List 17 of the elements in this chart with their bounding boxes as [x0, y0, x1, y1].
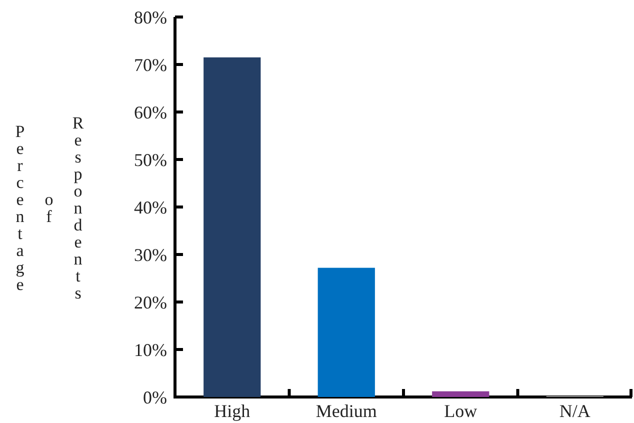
y-tick-label: 30%: [134, 244, 167, 265]
x-tick-label: Low: [444, 401, 478, 421]
y-tick-label: 50%: [134, 150, 167, 170]
y-tick-label: 20%: [134, 292, 167, 312]
y-tick-label: 70%: [134, 54, 167, 75]
y-tick-label: 10%: [134, 340, 167, 360]
bar: [204, 57, 261, 397]
bar: [318, 268, 375, 397]
x-tick-label: N/A: [559, 401, 590, 421]
x-tick-label: Medium: [316, 401, 377, 421]
y-tick-label: 0%: [143, 387, 167, 408]
y-tick-label: 80%: [134, 7, 167, 28]
bar: [432, 391, 490, 397]
y-tick-label: 60%: [134, 102, 167, 122]
y-axis-title: Percentage of Respondents: [10, 114, 88, 300]
y-tick-label: 40%: [134, 197, 167, 218]
x-tick-label: High: [214, 401, 250, 421]
